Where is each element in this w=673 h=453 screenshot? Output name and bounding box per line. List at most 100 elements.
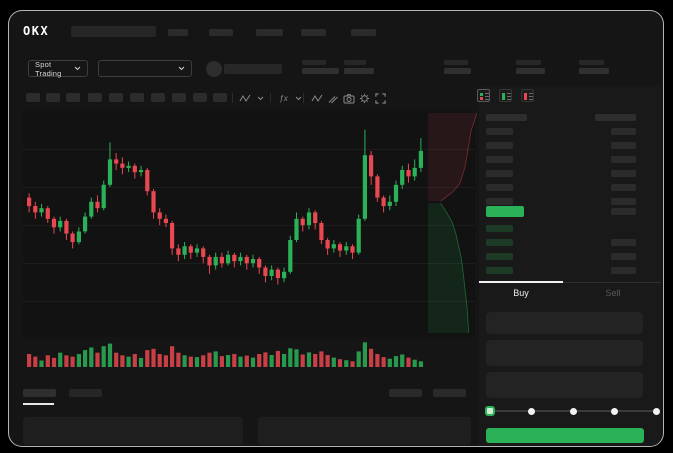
chevron-down-icon (178, 66, 185, 71)
ob-header-price (486, 114, 527, 121)
ask-row-amount (611, 128, 636, 135)
stat-1-value (344, 68, 374, 74)
bid-row-amount (611, 253, 636, 260)
slider-stop-1[interactable] (528, 407, 535, 415)
buy-submit-button[interactable] (486, 428, 644, 443)
chevron-down-icon[interactable] (292, 93, 305, 104)
ask-row-amount (611, 198, 636, 205)
chevron-down-icon[interactable] (254, 93, 267, 104)
toggle-glyph-bar (524, 92, 527, 100)
ask-row-price[interactable] (486, 142, 513, 149)
bottom-action-1[interactable] (433, 389, 466, 397)
slider-stop-3[interactable] (611, 407, 618, 415)
amount-input[interactable] (486, 340, 643, 366)
ask-row-price[interactable] (486, 128, 513, 135)
bid-row-amount (611, 267, 636, 274)
last-price-skeleton (224, 64, 282, 74)
bid-row-price[interactable] (486, 267, 513, 274)
toggle-glyph-red (480, 97, 483, 100)
nav-item-2[interactable] (256, 29, 283, 36)
book-buys-toggle[interactable] (499, 89, 512, 102)
timeframe-button-8[interactable] (193, 93, 207, 102)
bottom-panel-1[interactable] (258, 417, 471, 445)
toggle-glyph-line (529, 93, 533, 94)
last-price-amount (611, 208, 636, 215)
timeframe-button-6[interactable] (151, 93, 165, 102)
tab-buy[interactable]: Buy (513, 288, 529, 298)
timeframe-button-7[interactable] (172, 93, 186, 102)
bottom-tab-1[interactable] (69, 389, 102, 397)
ask-row-price[interactable] (486, 198, 513, 205)
pair-select[interactable] (98, 60, 192, 77)
chart-area[interactable] (23, 111, 475, 337)
toggle-glyph-line (485, 93, 489, 94)
stat-4-value (579, 68, 609, 74)
trade-mode-label: Spot Trading (35, 59, 62, 78)
fullscreen-icon[interactable] (374, 93, 387, 104)
toggle-glyph-line (507, 96, 511, 97)
gridline-2 (23, 225, 475, 226)
tab-sell[interactable]: Sell (605, 288, 621, 298)
ask-row-price[interactable] (486, 170, 513, 177)
timeframe-button-5[interactable] (130, 93, 144, 102)
stat-4-label (579, 60, 604, 65)
gridline-4 (23, 301, 475, 302)
timeframe-button-0[interactable] (26, 93, 40, 102)
gridline-0 (23, 149, 475, 150)
slider-stop-4[interactable] (652, 407, 660, 415)
toggle-glyph-line (485, 96, 489, 97)
candlestick-chart[interactable] (26, 113, 424, 337)
nav-item-1[interactable] (209, 29, 233, 36)
settings-gear-icon[interactable] (358, 93, 371, 104)
toggle-glyph-line (507, 99, 511, 100)
indicators-icon[interactable]: ƒx (279, 94, 288, 103)
stat-2-label (444, 60, 468, 65)
stat-0-value (302, 68, 339, 74)
coin-avatar (206, 61, 222, 77)
draw-tools-icon[interactable] (326, 93, 339, 104)
trading-window: OKX Spot Trading ƒx (8, 10, 664, 447)
timeframe-button-3[interactable] (88, 93, 102, 102)
gridline-1 (23, 187, 475, 188)
bid-row-price[interactable] (486, 253, 513, 260)
stat-2-value (444, 68, 471, 74)
trade-mode-select[interactable]: Spot Trading (28, 59, 88, 78)
bid-row-price[interactable] (486, 225, 513, 232)
nav-item-4[interactable] (351, 29, 376, 36)
stat-1-label (344, 60, 366, 65)
ask-row-price[interactable] (486, 156, 513, 163)
stat-0-label (302, 60, 326, 65)
slider-stop-2[interactable] (569, 407, 577, 415)
bottom-panel-0[interactable] (23, 417, 243, 445)
price-input[interactable] (486, 312, 643, 334)
timeframe-button-9[interactable] (213, 93, 227, 102)
timeframe-button-4[interactable] (109, 93, 123, 102)
depth-overlay (428, 113, 477, 333)
total-input[interactable] (486, 372, 643, 398)
nav-item-0[interactable] (168, 29, 188, 36)
timeframe-button-2[interactable] (66, 93, 80, 102)
line-chart-icon[interactable] (310, 93, 323, 104)
toggle-glyph-line (507, 93, 511, 94)
line-chart-icon[interactable] (238, 93, 251, 104)
toolbar-separator-1 (270, 93, 271, 103)
last-price-badge[interactable] (486, 206, 524, 217)
book-sells-toggle[interactable] (521, 89, 534, 102)
okx-logo[interactable]: OKX (23, 24, 50, 38)
book-all-toggle[interactable] (477, 89, 490, 102)
ask-row-amount (611, 184, 636, 191)
camera-icon[interactable] (342, 93, 355, 104)
bid-row-price[interactable] (486, 239, 513, 246)
ask-row-price[interactable] (486, 184, 513, 191)
chevron-down-icon (74, 66, 81, 71)
ob-header-amount (595, 114, 636, 121)
bottom-tab-0[interactable] (23, 389, 56, 397)
timeframe-button-1[interactable] (46, 93, 60, 102)
bottom-action-0[interactable] (389, 389, 422, 397)
search-input[interactable] (71, 26, 156, 37)
slider-handle[interactable] (485, 406, 495, 416)
stat-3-label (516, 60, 541, 65)
nav-item-3[interactable] (301, 29, 326, 36)
toggle-glyph-line (529, 96, 533, 97)
